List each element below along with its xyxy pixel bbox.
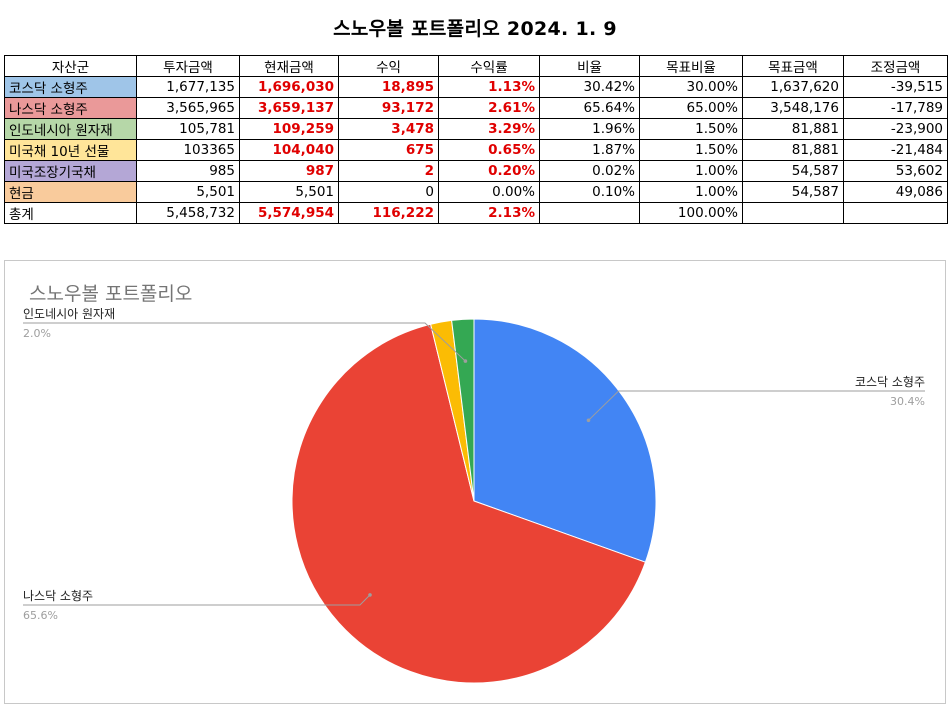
cell-return: 2.13% — [438, 202, 540, 224]
pie-chart: 스노우볼 포트폴리오 코스닥 소형주 30.4% 나스닥 소형주 65.6% 인도네시아… — [4, 260, 946, 704]
table-body: 코스닥 소형주 1,677,135 1,696,030 18,895 1.13% 30.4… — [4, 76, 948, 224]
leader-line — [23, 594, 371, 606]
cell-ratio: 1.87% — [539, 139, 640, 161]
page-title: 스노우볼 포트폴리오 2024. 1. 9 — [333, 18, 617, 40]
cell-current: 5,574,954 — [239, 202, 339, 224]
pie-slice — [451, 318, 475, 502]
header-target-ratio: 목표비율 — [639, 55, 743, 77]
slice-label: 나스닥 소형주 — [23, 589, 93, 603]
cell-invested: 1,677,135 — [136, 76, 240, 98]
table-row: 현금 5,501 5,501 0 0.00% 0.10% 1.00% 54,587 49,086 — [4, 181, 948, 203]
slice-label: 인도네시아 원자재 — [23, 307, 115, 321]
cell-return: 3.29% — [438, 118, 540, 140]
cell-invested: 103365 — [136, 139, 240, 161]
cell-profit: 2 — [338, 160, 439, 182]
table-header-row: 자산군 투자금액 현재금액 수익 수익률 비율 목표비율 목표금액 조정금액 — [4, 55, 948, 77]
cell-ratio: 30.42% — [539, 76, 640, 98]
header-profit: 수익 — [338, 55, 439, 77]
pie-chart-svg: 코스닥 소형주 30.4% 나스닥 소형주 65.6% 인도네시아 원자재 2.0% — [23, 307, 925, 684]
leader-line — [588, 390, 925, 421]
cell-target-ratio: 1.50% — [639, 139, 743, 161]
cell-target-ratio: 30.00% — [639, 76, 743, 98]
cell-adjust: -39,515 — [843, 76, 948, 98]
cell-invested: 5,501 — [136, 181, 240, 203]
cell-return: 2.61% — [438, 97, 540, 119]
cell-invested: 5,458,732 — [136, 202, 240, 224]
table-row: 총계 5,458,732 5,574,954 116,222 2.13% 100.00% — [4, 202, 948, 224]
cell-return: 1.13% — [438, 76, 540, 98]
cell-target-amount: 81,881 — [742, 139, 844, 161]
cell-ratio: 0.02% — [539, 160, 640, 182]
cell-adjust: -17,789 — [843, 97, 948, 119]
slice-percent-label: 2.0% — [23, 327, 51, 340]
cell-target-amount — [742, 202, 844, 224]
header-invested: 투자금액 — [136, 55, 240, 77]
cell-invested: 985 — [136, 160, 240, 182]
cell-asset: 미국채 10년 선물 — [4, 139, 137, 161]
cell-asset: 현금 — [4, 181, 137, 203]
cell-adjust: 53,602 — [843, 160, 948, 182]
cell-return: 0.20% — [438, 160, 540, 182]
cell-target-ratio: 1.00% — [639, 160, 743, 182]
cell-profit: 93,172 — [338, 97, 439, 119]
leader-line — [23, 322, 466, 362]
header-target-amount: 목표금액 — [742, 55, 844, 77]
pie-slice — [473, 318, 657, 563]
header-current: 현재금액 — [239, 55, 339, 77]
cell-adjust: 49,086 — [843, 181, 948, 203]
cell-invested: 105,781 — [136, 118, 240, 140]
table-row: 인도네시아 원자재 105,781 109,259 3,478 3.29% 1.96% 1.… — [4, 118, 948, 140]
cell-asset: 코스닥 소형주 — [4, 76, 137, 98]
cell-asset: 미국조장기국채 — [4, 160, 137, 182]
cell-profit: 116,222 — [338, 202, 439, 224]
cell-ratio: 1.96% — [539, 118, 640, 140]
cell-target-amount: 1,637,620 — [742, 76, 844, 98]
pie-slice — [291, 323, 647, 684]
portfolio-table: 자산군 투자금액 현재금액 수익 수익률 비율 목표비율 목표금액 조정금액 코… — [4, 55, 948, 224]
cell-ratio: 65.64% — [539, 97, 640, 119]
header-return: 수익률 — [438, 55, 540, 77]
header-ratio: 비율 — [539, 55, 640, 77]
cell-asset: 총계 — [4, 202, 137, 224]
cell-current: 1,696,030 — [239, 76, 339, 98]
cell-ratio: 0.10% — [539, 181, 640, 203]
cell-current: 987 — [239, 160, 339, 182]
cell-adjust: -21,484 — [843, 139, 948, 161]
cell-adjust: -23,900 — [843, 118, 948, 140]
table-row: 미국채 10년 선물 103365 104,040 675 0.65% 1.87% 1.50… — [4, 139, 948, 161]
chart-title: 스노우볼 포트폴리오 — [29, 283, 193, 305]
cell-target-ratio: 1.00% — [639, 181, 743, 203]
cell-current: 5,501 — [239, 181, 339, 203]
cell-current: 104,040 — [239, 139, 339, 161]
cell-adjust — [843, 202, 948, 224]
cell-target-ratio: 100.00% — [639, 202, 743, 224]
cell-profit: 18,895 — [338, 76, 439, 98]
slice-label: 코스닥 소형주 — [855, 375, 925, 389]
table-row: 나스닥 소형주 3,565,965 3,659,137 93,172 2.61% 65.6… — [4, 97, 948, 119]
cell-profit: 0 — [338, 181, 439, 203]
cell-target-amount: 54,587 — [742, 160, 844, 182]
cell-return: 0.65% — [438, 139, 540, 161]
cell-ratio — [539, 202, 640, 224]
cell-current: 109,259 — [239, 118, 339, 140]
cell-target-ratio: 65.00% — [639, 97, 743, 119]
table-row: 미국조장기국채 985 987 2 0.20% 0.02% 1.00% 54,587 53,60… — [4, 160, 948, 182]
slice-percent-label: 65.6% — [23, 609, 58, 622]
cell-asset: 인도네시아 원자재 — [4, 118, 137, 140]
cell-invested: 3,565,965 — [136, 97, 240, 119]
cell-target-amount: 54,587 — [742, 181, 844, 203]
header-asset: 자산군 — [4, 55, 137, 77]
cell-asset: 나스닥 소형주 — [4, 97, 137, 119]
header-adjust: 조정금액 — [843, 55, 948, 77]
cell-target-amount: 81,881 — [742, 118, 844, 140]
cell-current: 3,659,137 — [239, 97, 339, 119]
slice-percent-label: 30.4% — [890, 395, 925, 408]
cell-profit: 3,478 — [338, 118, 439, 140]
cell-target-amount: 3,548,176 — [742, 97, 844, 119]
cell-return: 0.00% — [438, 181, 540, 203]
cell-target-ratio: 1.50% — [639, 118, 743, 140]
cell-profit: 675 — [338, 139, 439, 161]
table-row: 코스닥 소형주 1,677,135 1,696,030 18,895 1.13% 30.4… — [4, 76, 948, 98]
